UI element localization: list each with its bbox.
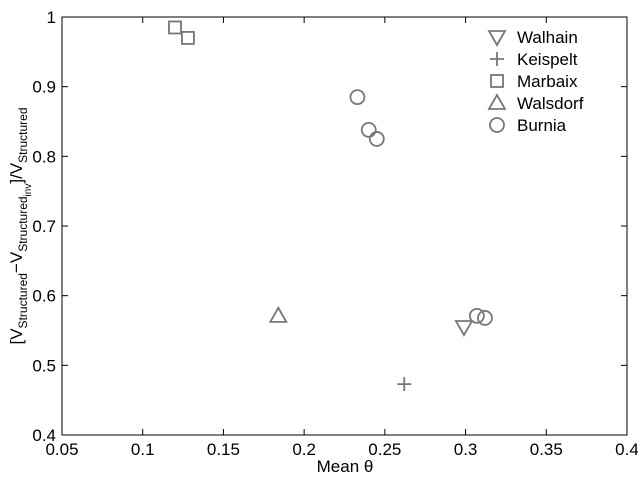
x-axis-label: Mean θ — [317, 457, 374, 476]
y-tick-label: 0.5 — [32, 356, 56, 375]
x-tick-label: 0.2 — [292, 440, 316, 459]
x-tick-label: 0.35 — [530, 440, 563, 459]
x-tick-label: 0.25 — [368, 440, 401, 459]
y-tick-label: 0.8 — [32, 147, 56, 166]
x-tick-label: 0.05 — [45, 440, 78, 459]
point — [368, 131, 385, 147]
legend-label: Marbaix — [517, 72, 578, 91]
legend-marker — [489, 117, 505, 133]
legend-marker — [490, 52, 504, 66]
legend-label: Keispelt — [517, 50, 578, 69]
x-tick-label: 0.3 — [454, 440, 478, 459]
point — [454, 320, 474, 337]
x-tick-label: 0.15 — [207, 440, 240, 459]
point — [268, 306, 288, 323]
y-tick-label: 0.6 — [32, 287, 56, 306]
y-tick-label: 0.7 — [32, 217, 56, 236]
legend-label: Walsdorf — [517, 94, 584, 113]
legend-marker — [487, 93, 507, 110]
point — [181, 30, 195, 45]
y-axis-label: [VStructured−VStructuredinv]/VStructured — [7, 107, 34, 344]
point — [468, 307, 485, 324]
legend-label: Burnia — [517, 116, 567, 135]
y-tick-label: 0.9 — [32, 78, 56, 97]
x-tick-label: 0.1 — [131, 440, 155, 459]
point — [477, 310, 493, 326]
y-tick-label: 0.4 — [32, 426, 56, 445]
legend-label: Walhain — [517, 28, 578, 47]
x-tick-label: 0.4 — [615, 440, 638, 459]
y-tick-label: 1 — [47, 8, 56, 27]
point — [168, 20, 182, 35]
point — [349, 89, 366, 106]
point — [360, 121, 377, 138]
legend-marker — [490, 74, 504, 88]
legend-marker — [487, 30, 507, 47]
point — [397, 377, 412, 392]
